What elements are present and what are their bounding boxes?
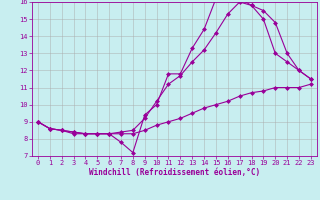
X-axis label: Windchill (Refroidissement éolien,°C): Windchill (Refroidissement éolien,°C) — [89, 168, 260, 177]
